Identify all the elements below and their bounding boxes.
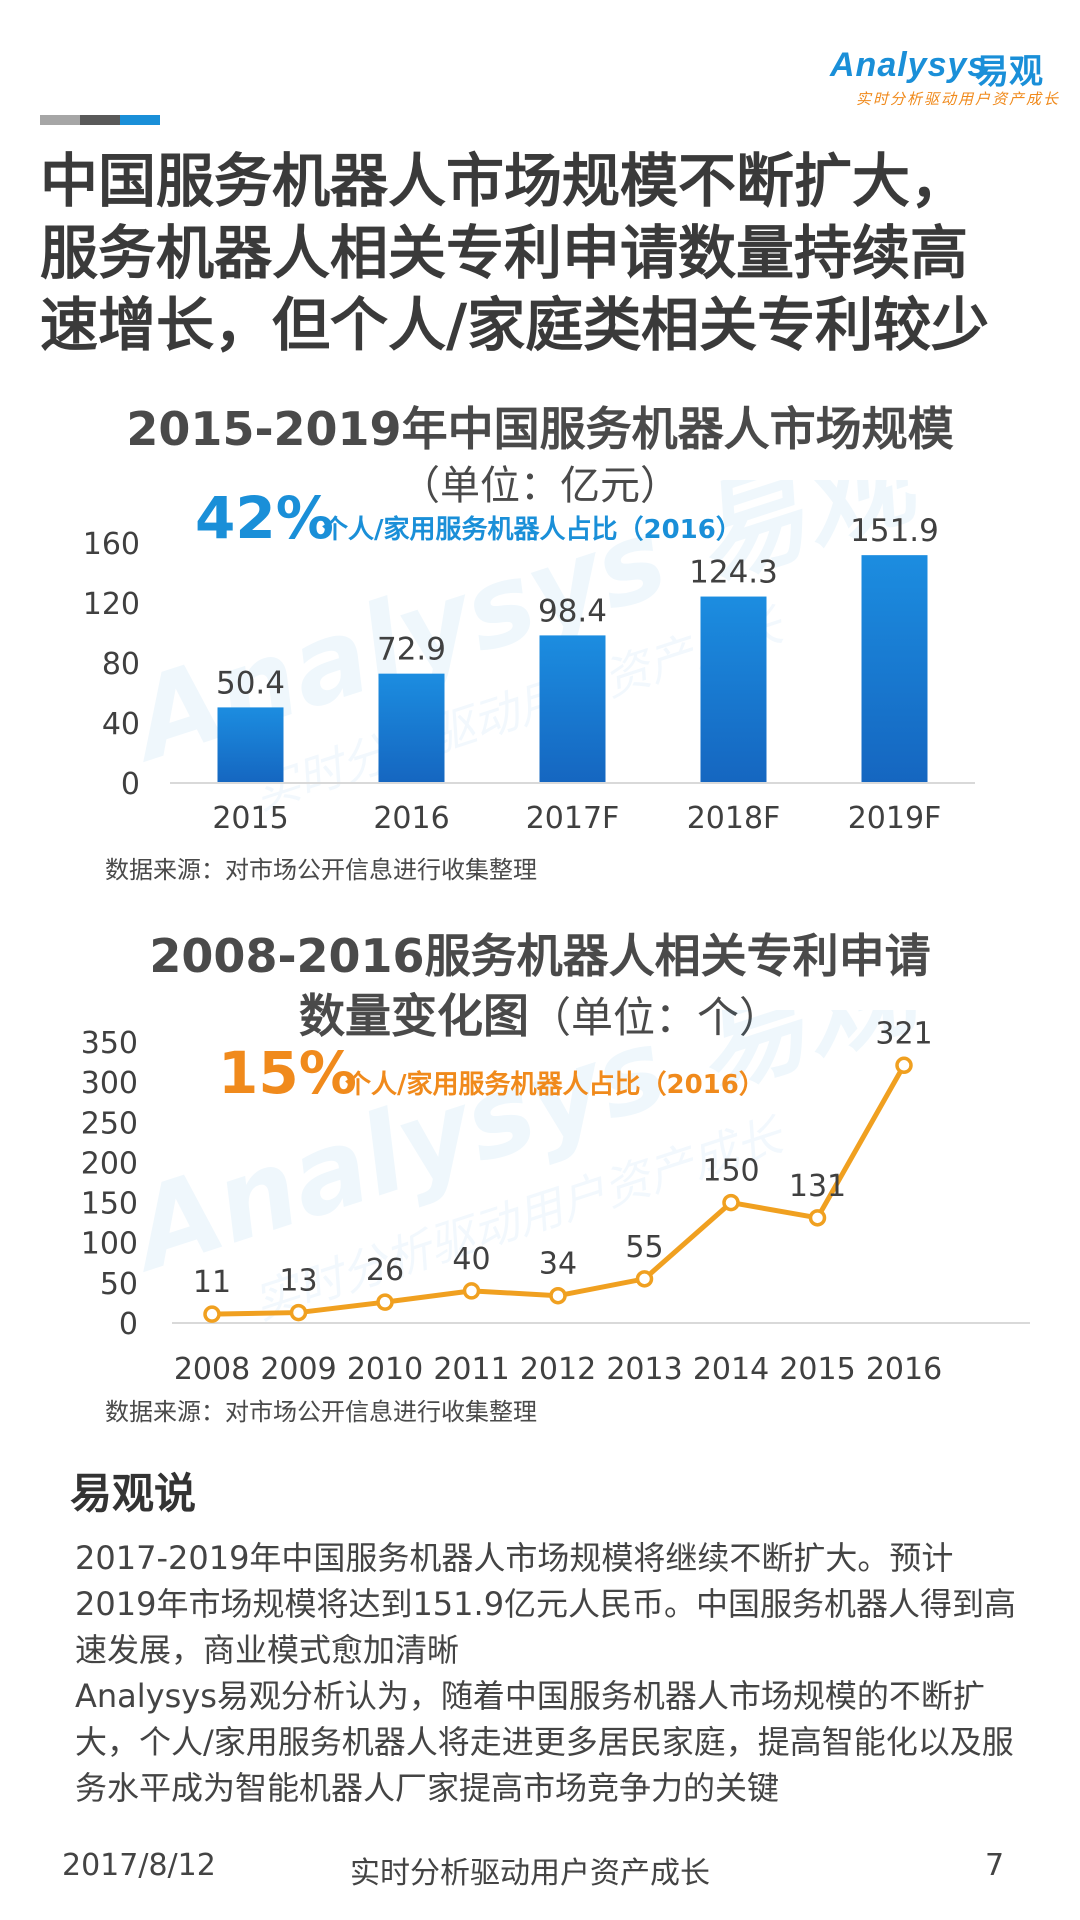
chart2-xtick-8: 2016 [866, 1352, 942, 1387]
chart2-xtick-2: 2010 [347, 1352, 423, 1387]
chart2-point-2010 [376, 1293, 394, 1311]
chart1-value-label-3: 124.3 [689, 555, 778, 591]
chart2-title-bold2: 数量变化图 [298, 989, 529, 1043]
chart1-xtick-2: 2017F [526, 801, 620, 836]
chart2-point-2009 [289, 1303, 308, 1322]
chart2-ytick-1: 50 [100, 1267, 138, 1302]
accent-bar-gray [40, 115, 80, 125]
chart2-source: 数据来源：对市场公开信息进行收集整理 [105, 1398, 537, 1426]
chart2-value-label-7: 131 [789, 1169, 846, 1204]
chart2-value-label-6: 150 [702, 1154, 759, 1189]
chart2-point-2016 [895, 1056, 913, 1075]
accent-bar [40, 115, 160, 125]
chart1-ytick-0: 0 [121, 767, 140, 802]
chart2-point-2014 [722, 1193, 740, 1212]
chart1-xtick-1: 2016 [373, 801, 449, 836]
chart2-ytick-7: 350 [81, 1026, 138, 1061]
chart2-point-2012 [549, 1286, 567, 1305]
chart2-xtick-6: 2014 [693, 1352, 769, 1387]
chart2-point-2008 [203, 1305, 221, 1323]
chart2-xtick-7: 2015 [779, 1352, 855, 1387]
chart2-xtick-1: 2009 [260, 1352, 336, 1387]
brand-logo-cn: 易观 [975, 52, 1043, 92]
chart1-ytick-2: 80 [102, 647, 140, 682]
insight-title: 易观说 [70, 1469, 197, 1518]
chart1-source: 数据来源：对市场公开信息进行收集整理 [105, 856, 537, 884]
chart2-highlight-value: 15% [218, 1039, 357, 1107]
chart2-value-label-8: 321 [875, 1016, 932, 1051]
chart2-value-label-2: 26 [366, 1253, 404, 1288]
chart2-xtick-5: 2013 [606, 1352, 682, 1387]
accent-bar-blue [120, 115, 160, 125]
chart2-ytick-6: 300 [81, 1066, 138, 1101]
chart2-value-label-4: 34 [539, 1247, 577, 1282]
chart1-subtitle: （单位：亿元） [400, 463, 680, 509]
chart2-value-label-0: 11 [193, 1265, 231, 1300]
chart1-value-label-1: 72.9 [377, 632, 446, 668]
chart1-ytick-3: 120 [83, 587, 140, 622]
chart1-xtick-3: 2018F [687, 801, 781, 836]
chart2-xtick-0: 2008 [174, 1352, 250, 1387]
footer-date: 2017/8/12 [62, 1848, 216, 1883]
brand-tagline: 实时分析驱动用户资产成长 [856, 90, 1061, 108]
chart1-value-label-4: 151.9 [850, 513, 939, 549]
chart2-value-label-5: 55 [625, 1230, 663, 1265]
chart2-value-label-1: 13 [279, 1264, 317, 1299]
headline-line-3: 速增长，但个人/家庭类相关专利较少 [40, 291, 990, 359]
accent-bar-dark [80, 115, 120, 125]
chart1-title: 2015-2019年中国服务机器人市场规模 [126, 402, 954, 456]
chart2-point-2011 [462, 1282, 481, 1300]
chart2-ytick-2: 100 [81, 1227, 138, 1262]
chart1-ytick-1: 40 [102, 707, 140, 742]
chart1-highlight-value: 42% [195, 484, 334, 552]
chart1-value-label-0: 50.4 [216, 665, 285, 701]
chart2-title-unit: （单位：个） [528, 993, 781, 1042]
insight-paragraph-2: Analysys易观分析认为，随着中国服务机器人市场规模的不断扩大，个人/家用服… [75, 1677, 1014, 1807]
headline-line-1: 中国服务机器人市场规模不断扩大， [40, 147, 969, 215]
chart2-ytick-4: 200 [81, 1146, 138, 1181]
page-headline: 中国服务机器人市场规模不断扩大， 服务机器人相关专利申请数量持续高 速增长，但个… [40, 145, 1050, 361]
chart1-bar-2016 [378, 673, 445, 783]
brand-logo: Analysys [830, 46, 988, 84]
chart2-value-label-3: 40 [452, 1242, 490, 1277]
chart2-title-line2: 数量变化图（单位：个） [0, 980, 1080, 1046]
chart2-point-2013 [635, 1270, 654, 1288]
chart1-bar-2015 [217, 707, 284, 783]
chart2-title: 2008-2016服务机器人相关专利申请 [149, 929, 931, 983]
insight-paragraph-1: 2017-2019年中国服务机器人市场规模将继续不断扩大。预计2019年市场规模… [75, 1539, 1017, 1669]
chart1-bar-2019F [861, 555, 928, 783]
chart1-ytick-4: 160 [83, 527, 140, 562]
chart2-point-2015 [808, 1209, 827, 1227]
footer-slogan: 实时分析驱动用户资产成长 [350, 1856, 710, 1891]
chart1-bar-2017F [539, 635, 606, 783]
chart2-ytick-5: 250 [81, 1106, 138, 1141]
chart1-xtick-0: 2015 [212, 801, 288, 836]
chart2-ytick-0: 0 [119, 1307, 138, 1342]
footer-page-number: 7 [985, 1848, 1005, 1883]
chart1-bar-2018F [700, 596, 767, 783]
chart2-highlight-label: 个人/家用服务机器人占比（2016） [345, 1069, 765, 1100]
insight-body: 2017-2019年中国服务机器人市场规模将继续不断扩大。预计2019年市场规模… [75, 1535, 1025, 1811]
chart2-ytick-3: 150 [81, 1187, 138, 1222]
chart1-highlight-label: 个人/家用服务机器人占比（2016） [322, 514, 742, 545]
chart1-value-label-2: 98.4 [538, 593, 607, 629]
patent-line-chart: Analysys 易观 实时分析驱动用户资产成长 050100150200250… [81, 1010, 1030, 1387]
chart2-xtick-3: 2011 [433, 1352, 509, 1387]
headline-line-2: 服务机器人相关专利申请数量持续高 [40, 219, 969, 287]
chart1-xtick-4: 2019F [848, 801, 942, 836]
chart2-xtick-4: 2012 [520, 1352, 596, 1387]
